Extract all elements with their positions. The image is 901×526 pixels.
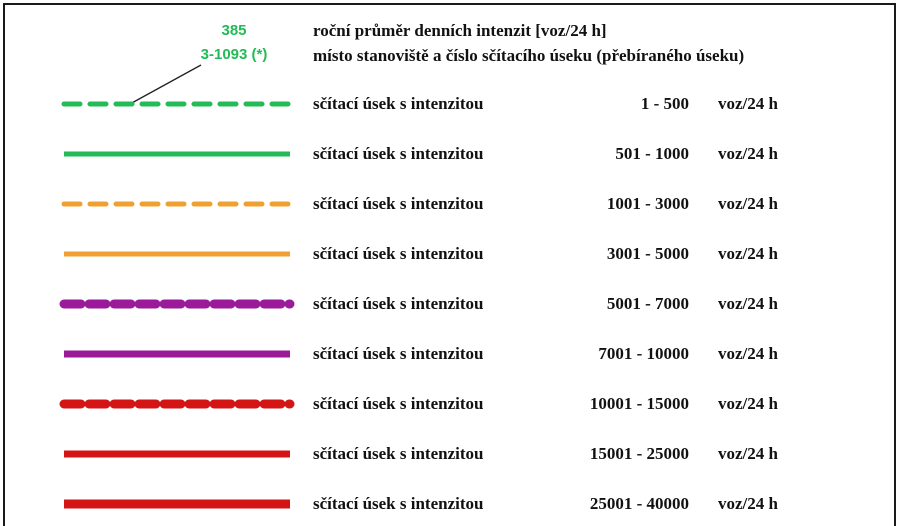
legend-row-unit: voz/24 h [718, 344, 778, 363]
legend-row-unit: voz/24 h [718, 144, 778, 163]
legend-row-range: 5001 - 7000 [606, 294, 689, 313]
header-line-location: místo stanoviště a číslo sčítacího úseku… [313, 46, 745, 65]
legend-row-unit: voz/24 h [718, 494, 778, 513]
legend-row-description: sčítací úsek s intenzitou [313, 494, 484, 513]
legend-row-unit: voz/24 h [718, 444, 778, 463]
legend-row-range: 1001 - 3000 [606, 194, 689, 213]
legend-row-description: sčítací úsek s intenzitou [313, 344, 484, 363]
legend-row-range: 7001 - 10000 [598, 344, 689, 363]
legend-row-description: sčítací úsek s intenzitou [313, 294, 484, 313]
legend-row-range: 15001 - 25000 [589, 444, 689, 463]
header-line-intensity: roční průměr denních intenzit [voz/24 h] [313, 21, 607, 40]
legend-frame [3, 3, 896, 526]
legend-row-description: sčítací úsek s intenzitou [313, 394, 484, 413]
legend-row-description: sčítací úsek s intenzitou [313, 444, 484, 463]
sample-intensity-value: 385 [221, 22, 247, 39]
legend-row-unit: voz/24 h [718, 194, 778, 213]
legend-row-description: sčítací úsek s intenzitou [313, 194, 484, 213]
legend-row-description: sčítací úsek s intenzitou [313, 244, 484, 263]
legend-row-description: sčítací úsek s intenzitou [313, 144, 484, 163]
legend-row-unit: voz/24 h [718, 94, 778, 113]
legend-row-range: 25001 - 40000 [589, 494, 689, 513]
legend-row-unit: voz/24 h [718, 294, 778, 313]
sample-section-code: 3-1093 (*) [200, 46, 268, 63]
legend-row-unit: voz/24 h [718, 244, 778, 263]
legend-row-range: 10001 - 15000 [589, 394, 689, 413]
legend-row-range: 3001 - 5000 [606, 244, 689, 263]
legend-row-unit: voz/24 h [718, 394, 778, 413]
legend-row-range: 1 - 500 [640, 94, 689, 113]
legend-row-description: sčítací úsek s intenzitou [313, 94, 484, 113]
legend-row-range: 501 - 1000 [615, 144, 689, 163]
sample-leader-line [129, 64, 202, 105]
